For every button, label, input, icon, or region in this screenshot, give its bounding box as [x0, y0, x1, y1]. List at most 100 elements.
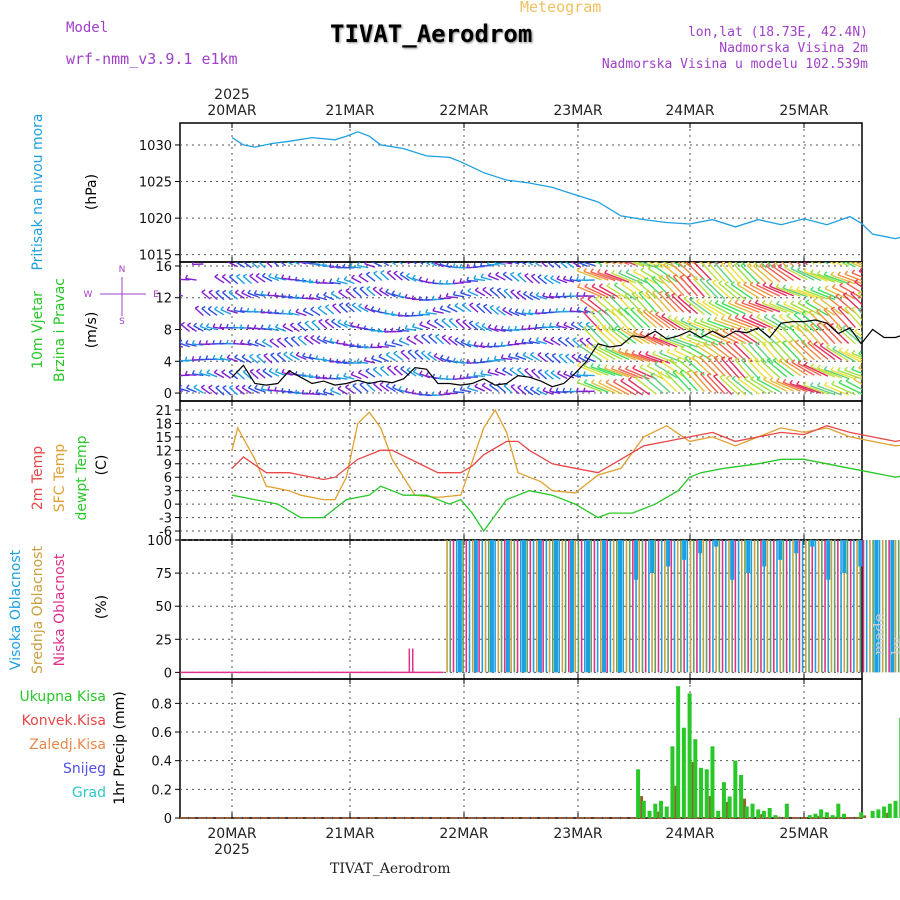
wind-barb-flag	[232, 324, 236, 329]
wind-barb-flag	[576, 306, 580, 311]
wind-barb	[810, 366, 836, 378]
wind-barb-flag	[893, 348, 896, 351]
wind-barb-flag	[665, 370, 670, 374]
wind-barb-flag	[274, 386, 277, 392]
wind-barb-flag	[830, 366, 835, 371]
wind-barb	[208, 386, 218, 396]
wind-barb-flag	[768, 300, 773, 305]
wind-barb	[386, 272, 397, 281]
wind-barb	[564, 262, 575, 269]
wind-barb	[185, 373, 197, 376]
wind-barb-flag	[181, 305, 184, 307]
y-tick-label: 1020	[139, 212, 172, 227]
wind-barb	[357, 264, 369, 269]
wind-barb-flag	[571, 353, 576, 358]
wind-barb-flag	[294, 294, 298, 299]
wind-barb-flag	[510, 289, 515, 293]
wind-barb-flag	[493, 342, 497, 347]
wind-barb	[540, 262, 548, 268]
precip-bar	[773, 815, 778, 818]
wind-barb-flag	[516, 290, 521, 294]
wind-barb-flag	[590, 309, 595, 313]
wind-barb	[740, 264, 760, 285]
wind-barb-flag	[730, 281, 735, 285]
wind-barb	[288, 278, 300, 281]
wind-barb-flag	[390, 311, 394, 316]
wind-barb-flag	[302, 352, 306, 357]
wind-barb-flag	[517, 272, 522, 276]
wind-barb	[537, 371, 548, 380]
wind-barb	[652, 353, 678, 364]
wind-barb-flag	[597, 363, 601, 368]
wind-barb-flag	[172, 386, 174, 390]
wind-barb-flag	[397, 312, 401, 317]
wind-barb-flag	[255, 272, 260, 277]
wind-barb-flag	[831, 283, 836, 288]
wind-barb	[831, 383, 856, 396]
wind-barb	[776, 380, 801, 392]
wind-barb	[268, 275, 280, 282]
wind-barb	[865, 293, 883, 312]
wind-barb	[830, 369, 856, 380]
wind-barb	[680, 262, 692, 268]
wind-barb-flag	[466, 384, 471, 389]
wind-barb-flag	[565, 259, 568, 261]
wind-barb	[583, 312, 603, 332]
wind-barb-flag	[865, 291, 869, 293]
wind-barb	[748, 302, 774, 313]
wind-barb-flag	[356, 323, 360, 328]
wind-barb	[769, 379, 794, 392]
wind-barb	[537, 276, 548, 285]
wind-barb	[281, 371, 293, 376]
wind-barb-flag	[399, 271, 404, 275]
wind-barb-flag	[264, 258, 267, 260]
wind-barb	[691, 356, 712, 376]
wind-barb	[316, 392, 328, 396]
precip-bar	[836, 803, 841, 818]
wind-barb-flag	[562, 307, 566, 312]
wind-barb-flag	[523, 385, 528, 389]
wind-barb-flag	[820, 296, 825, 300]
wind-barb-flag	[418, 296, 421, 301]
wind-barb	[672, 275, 692, 297]
wind-barb	[642, 310, 664, 329]
wind-barb-flag	[791, 359, 796, 363]
wind-barb-flag	[379, 381, 384, 386]
wind-barb-flag	[646, 255, 649, 258]
wind-barb-flag	[741, 299, 745, 304]
wind-barb-flag	[468, 320, 474, 324]
wind-barb	[380, 367, 390, 377]
wind-barb	[297, 337, 307, 346]
wind-barb	[530, 354, 541, 362]
wind-barb	[810, 289, 836, 301]
wind-barb-flag	[434, 318, 439, 323]
wind-barb-flag	[406, 366, 411, 371]
wind-barb	[398, 329, 410, 332]
wind-barb-flag	[222, 289, 227, 294]
wind-barb-flag	[256, 353, 261, 357]
wind-barb-flag	[311, 319, 316, 323]
wind-barb-flag	[679, 369, 685, 373]
wind-barb-flag	[180, 384, 183, 389]
wind-barb-flag	[206, 369, 210, 374]
wind-barb	[646, 335, 671, 347]
wind-barb-flag	[796, 266, 801, 271]
wind-barb-flag	[788, 339, 793, 343]
wind-barb-flag	[893, 251, 896, 254]
wind-barb	[247, 342, 259, 347]
precip-bar	[676, 686, 681, 818]
wind-barb	[577, 262, 589, 268]
wind-barb	[194, 307, 204, 317]
precip-bar-conv	[760, 814, 764, 818]
wind-barb	[406, 369, 417, 377]
wind-barb-flag	[819, 250, 822, 253]
meteogram-label: Meteogram	[520, 0, 602, 16]
wind-barb	[262, 370, 273, 378]
wind-barb-flag	[351, 274, 355, 279]
wind-barb	[292, 262, 300, 265]
wind-barb	[597, 271, 623, 282]
wind-barb-flag	[598, 251, 601, 254]
precip-legend-item: Konvek.Kisa	[22, 713, 106, 729]
wind-barb	[181, 307, 189, 314]
wind-barb	[703, 343, 726, 360]
